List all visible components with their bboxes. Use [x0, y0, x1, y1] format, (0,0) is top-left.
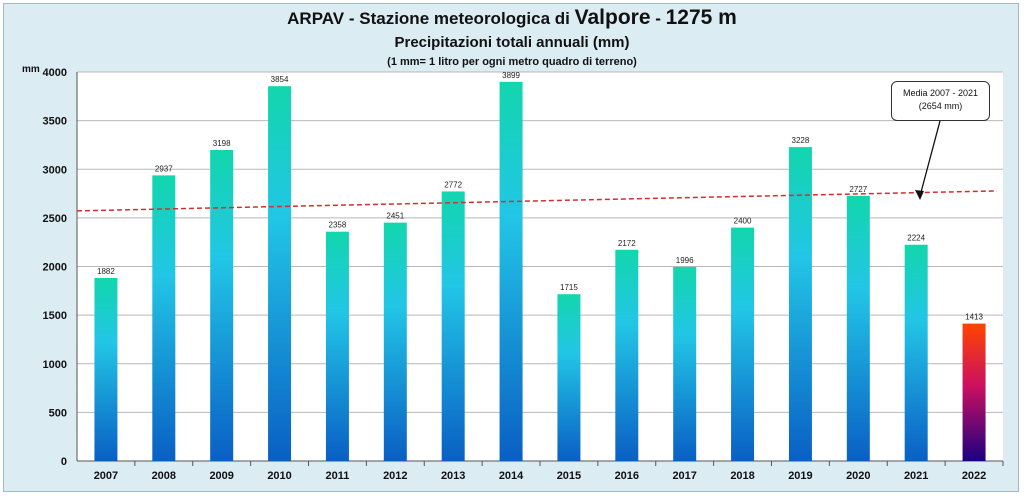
data-label: 1413	[965, 313, 983, 322]
x-tick-label: 2012	[383, 470, 407, 482]
data-label: 3899	[502, 71, 520, 80]
y-axis-unit: mm	[22, 64, 40, 75]
data-label: 1715	[560, 283, 578, 292]
x-tick-label: 2007	[94, 470, 118, 482]
x-tick-label: 2008	[152, 470, 176, 482]
x-tick-label: 2011	[326, 470, 350, 482]
data-label: 2451	[386, 212, 404, 221]
bar-2009	[210, 149, 234, 461]
bar-2007	[94, 277, 118, 461]
y-tick-label: 1500	[43, 310, 67, 322]
x-tick-label: 2022	[962, 470, 986, 482]
chart-subtitle: Precipitazioni totali annuali (mm)	[394, 34, 630, 51]
mean-callout-line1: Media 2007 - 2021	[902, 88, 979, 98]
data-label: 1996	[676, 256, 694, 265]
bar-2020	[846, 195, 870, 461]
bar-2022	[962, 323, 986, 461]
x-tick-label: 2009	[209, 470, 233, 482]
bar-2019	[788, 147, 812, 461]
data-label: 2772	[444, 180, 462, 189]
bar-2017	[673, 266, 697, 461]
y-tick-label: 4000	[43, 67, 67, 79]
x-tick-label: 2015	[557, 470, 581, 482]
y-tick-label: 0	[61, 456, 67, 468]
x-tick-label: 2010	[267, 470, 291, 482]
data-label: 2358	[329, 221, 347, 230]
chart-note: (1 mm= 1 litro per ogni metro quadro di …	[387, 56, 637, 68]
bar-2015	[557, 294, 581, 461]
title-prefix: ARPAV - Stazione meteorologica di	[287, 9, 575, 28]
title-dash: -	[650, 9, 666, 28]
mean-callout-line2: (2654 mm)	[918, 101, 963, 111]
bar-2011	[325, 231, 349, 461]
bar-2018	[731, 227, 755, 461]
title-station: Valpore	[574, 6, 651, 29]
bar-2014	[499, 81, 523, 461]
data-label: 2172	[618, 239, 636, 248]
data-label: 3228	[792, 136, 810, 145]
y-tick-label: 3000	[43, 164, 67, 176]
title-altitude: 1275 m	[665, 6, 737, 29]
y-tick-label: 1000	[43, 359, 67, 371]
x-tick-label: 2016	[615, 470, 639, 482]
bar-2013	[441, 191, 465, 461]
data-label: 3854	[271, 75, 289, 84]
x-tick-label: 2021	[904, 470, 928, 482]
mean-callout: Media 2007 - 2021 (2654 mm)	[891, 81, 990, 121]
x-tick-label: 2020	[846, 470, 870, 482]
data-label: 2727	[849, 185, 867, 194]
y-tick-label: 3500	[43, 116, 67, 128]
x-tick-label: 2019	[788, 470, 812, 482]
bar-2008	[152, 175, 176, 461]
callout-arrow-head	[915, 190, 924, 200]
data-label: 1882	[97, 267, 115, 276]
x-tick-label: 2018	[730, 470, 754, 482]
data-label: 2400	[734, 217, 752, 226]
x-tick-label: 2017	[672, 470, 696, 482]
y-tick-label: 500	[49, 407, 67, 419]
x-tick-label: 2013	[441, 470, 465, 482]
data-label: 2937	[155, 164, 173, 173]
bar-2021	[904, 244, 928, 461]
mean-line	[76, 190, 998, 212]
callout-arrow	[919, 120, 941, 197]
data-label: 2224	[907, 234, 925, 243]
bar-2010	[268, 86, 292, 462]
y-tick-label: 2000	[43, 262, 67, 274]
y-tick-label: 2500	[43, 213, 67, 225]
chart-title: ARPAV - Stazione meteorologica di Valpor…	[0, 6, 1024, 30]
data-label: 3198	[213, 139, 231, 148]
bar-2012	[383, 222, 407, 461]
bar-2016	[615, 249, 639, 461]
x-tick-label: 2014	[499, 470, 524, 482]
